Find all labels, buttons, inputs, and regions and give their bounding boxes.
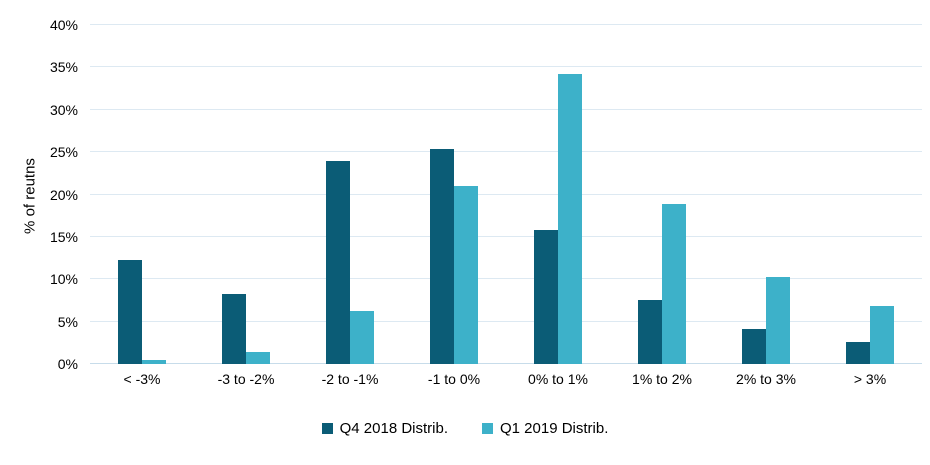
y-tick-label: 10%: [49, 271, 78, 288]
bar-series-2: [662, 203, 686, 364]
bar-group: [194, 25, 298, 364]
gridline: [90, 278, 922, 280]
legend-swatch-icon: [482, 423, 493, 434]
legend-label: Q4 2018 Distrib.: [339, 420, 448, 437]
bar-group: [402, 25, 506, 364]
y-axis-ticks: 0% 5% 10% 15% 20% 25% 30% 35% 40%: [0, 17, 84, 372]
bar-series-1: [222, 293, 246, 364]
y-tick-label: 20%: [49, 186, 78, 203]
bar-series-1: [846, 341, 870, 364]
y-tick-label: 0%: [57, 356, 78, 372]
bar-series-1: [118, 259, 142, 364]
bar-group: [298, 25, 402, 364]
x-category-label: 2% to 3%: [736, 371, 796, 387]
bar-series-2: [766, 276, 790, 364]
bar-series-1: [326, 160, 350, 364]
gridline: [90, 66, 922, 68]
bar-series-2: [246, 352, 270, 364]
x-category-label: < -3%: [123, 371, 161, 387]
plot-area: [90, 24, 922, 364]
bars-row: [90, 25, 922, 364]
gridline: [90, 235, 922, 237]
bar-series-1: [742, 329, 766, 364]
y-tick-label: 5%: [57, 313, 78, 330]
gridline: [90, 320, 922, 322]
x-category-label: -2 to -1%: [321, 371, 379, 387]
y-tick-label: 15%: [49, 228, 78, 245]
bar-group: [610, 25, 714, 364]
y-tick-label: 35%: [49, 59, 78, 76]
gridline: [90, 151, 922, 153]
legend-item: Q1 2019 Distrib.: [482, 420, 608, 437]
bar-series-2: [558, 74, 582, 364]
bar-series-1: [430, 148, 454, 364]
y-tick-label: 40%: [49, 17, 78, 33]
y-tick-label: 30%: [49, 101, 78, 118]
bar-series-2: [870, 305, 894, 364]
gridline: [90, 193, 922, 195]
legend-label: Q1 2019 Distrib.: [500, 420, 609, 437]
bar-series-2: [350, 310, 374, 364]
legend-item: Q4 2018 Distrib.: [321, 420, 448, 437]
bar-series-1: [638, 299, 662, 364]
gridline: [90, 108, 922, 110]
x-axis-labels: < -3% -3 to -2% -2 to -1% -1 to 0% 0% to 1% 1…: [90, 371, 922, 387]
gridline: [90, 24, 922, 25]
bar-group: [818, 25, 922, 364]
x-axis-line: [90, 363, 922, 364]
x-category-label: 0% to 1%: [528, 371, 588, 387]
x-category-label: 1% to 2%: [632, 371, 692, 387]
legend-swatch-icon: [321, 423, 333, 434]
x-category-label: > 3%: [853, 371, 887, 387]
bar-series-2: [142, 359, 166, 364]
x-category-label: -1 to 0%: [427, 371, 481, 387]
bar-group: [714, 25, 818, 364]
bar-series-2: [454, 186, 478, 364]
legend: Q4 2018 Distrib. Q1 2019 Distrib.: [0, 420, 930, 437]
bar-group: [90, 25, 194, 364]
y-tick-label: 25%: [49, 144, 78, 161]
bar-series-1: [534, 230, 558, 364]
bar-group: [506, 25, 610, 364]
x-category-label: -3 to -2%: [217, 371, 275, 387]
